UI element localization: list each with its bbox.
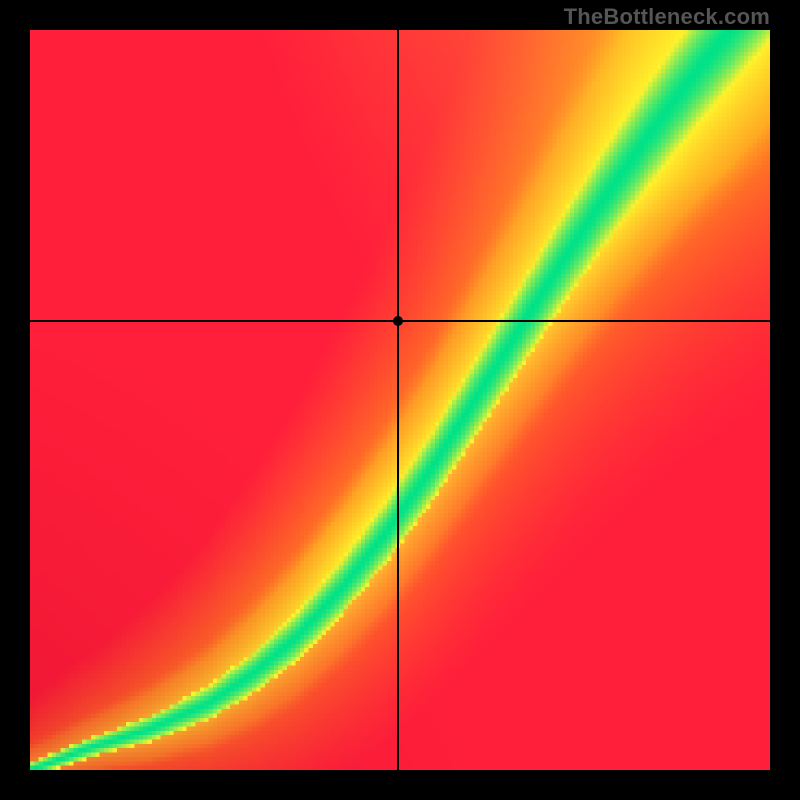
watermark-text: TheBottleneck.com — [564, 4, 770, 30]
crosshair-vertical — [397, 30, 399, 770]
chart-container: TheBottleneck.com — [0, 0, 800, 800]
crosshair-marker-dot — [393, 316, 403, 326]
bottleneck-heatmap — [30, 30, 770, 770]
